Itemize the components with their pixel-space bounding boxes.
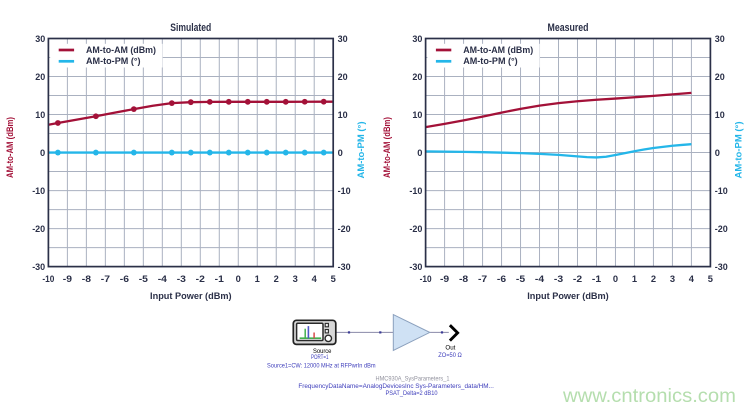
svg-text:-7: -7 — [478, 274, 487, 285]
svg-text:-30: -30 — [338, 262, 351, 273]
svg-text:Source: Source — [313, 348, 332, 355]
svg-text:-10: -10 — [715, 186, 728, 197]
svg-text:-7: -7 — [101, 274, 110, 285]
svg-text:Measured: Measured — [548, 22, 589, 34]
svg-text:-8: -8 — [82, 274, 92, 285]
svg-text:30: 30 — [338, 34, 348, 45]
svg-text:20: 20 — [35, 72, 45, 83]
svg-text:-2: -2 — [196, 274, 205, 285]
svg-text:5: 5 — [331, 274, 337, 285]
svg-text:30: 30 — [715, 34, 725, 45]
svg-text:10: 10 — [338, 110, 348, 121]
svg-text:-3: -3 — [554, 274, 563, 285]
svg-text:0: 0 — [715, 148, 720, 159]
svg-text:3: 3 — [670, 274, 675, 285]
svg-text:Input Power (dBm): Input Power (dBm) — [150, 291, 232, 302]
svg-text:1: 1 — [255, 274, 261, 285]
svg-text:-4: -4 — [158, 274, 168, 285]
svg-text:4: 4 — [312, 274, 318, 285]
svg-text:PORT=1: PORT=1 — [311, 354, 329, 361]
svg-text:-1: -1 — [215, 274, 225, 285]
svg-text:-4: -4 — [535, 274, 545, 285]
svg-text:AM-to-PM (°): AM-to-PM (°) — [463, 56, 518, 67]
svg-text:-5: -5 — [139, 274, 149, 285]
svg-text:AM-to-AM (dBm): AM-to-AM (dBm) — [463, 45, 533, 56]
svg-text:-20: -20 — [32, 224, 45, 235]
svg-text:AM-to-AM (dBm): AM-to-AM (dBm) — [86, 45, 156, 56]
svg-text:-9: -9 — [440, 274, 449, 285]
svg-text:4: 4 — [689, 274, 695, 285]
svg-text:AM-to-PM (°): AM-to-PM (°) — [86, 56, 141, 67]
svg-text:AM-to-PM (°): AM-to-PM (°) — [733, 122, 744, 179]
svg-text:-8: -8 — [459, 274, 469, 285]
svg-text:2: 2 — [651, 274, 656, 285]
svg-text:30: 30 — [412, 34, 422, 45]
svg-text:20: 20 — [412, 72, 422, 83]
svg-text:-1: -1 — [592, 274, 602, 285]
svg-text:-10: -10 — [42, 274, 54, 285]
svg-text:10: 10 — [412, 110, 422, 121]
svg-text:FrequencyDataName=AnalogDevice: FrequencyDataName=AnalogDevicesInc Sys-P… — [298, 383, 494, 390]
svg-text:-10: -10 — [32, 186, 45, 197]
svg-text:2: 2 — [274, 274, 279, 285]
svg-text:1: 1 — [632, 274, 638, 285]
svg-text:20: 20 — [715, 72, 725, 83]
svg-text:5: 5 — [708, 274, 714, 285]
svg-text:-9: -9 — [63, 274, 72, 285]
svg-text:AM-to-PM (°): AM-to-PM (°) — [356, 122, 367, 179]
svg-text:0: 0 — [417, 148, 422, 159]
svg-text:-20: -20 — [338, 224, 351, 235]
svg-text:-10: -10 — [409, 186, 422, 197]
svg-text:-5: -5 — [516, 274, 526, 285]
svg-text:0: 0 — [338, 148, 343, 159]
svg-text:-10: -10 — [420, 274, 432, 285]
svg-text:0: 0 — [40, 148, 45, 159]
svg-text:-6: -6 — [497, 274, 506, 285]
svg-text:-30: -30 — [32, 262, 45, 273]
svg-text:www.cntronics.com: www.cntronics.com — [562, 385, 736, 407]
svg-text:20: 20 — [338, 72, 348, 83]
svg-text:10: 10 — [35, 110, 45, 121]
svg-text:-30: -30 — [409, 262, 422, 273]
svg-text:Input Power (dBm): Input Power (dBm) — [527, 291, 609, 302]
svg-text:Source1=CW: 12000 MHz at RFPwr: Source1=CW: 12000 MHz at RFPwrIn dBm — [267, 362, 376, 369]
svg-text:-10: -10 — [338, 186, 351, 197]
svg-text:-20: -20 — [409, 224, 422, 235]
svg-text:-2: -2 — [573, 274, 582, 285]
svg-text:HMC930A_SysParameters_1: HMC930A_SysParameters_1 — [376, 375, 450, 382]
svg-text:-20: -20 — [715, 224, 728, 235]
svg-text:-30: -30 — [715, 262, 728, 273]
svg-text:0: 0 — [236, 274, 241, 285]
svg-text:-6: -6 — [120, 274, 129, 285]
svg-text:PSAT_Delta=2 dB10: PSAT_Delta=2 dB10 — [386, 390, 439, 397]
svg-text:0: 0 — [613, 274, 618, 285]
svg-text:ZO=50 Ω: ZO=50 Ω — [438, 352, 462, 359]
svg-text:10: 10 — [715, 110, 725, 121]
svg-text:Out: Out — [445, 345, 455, 352]
svg-text:AM-to-AM (dBm): AM-to-AM (dBm) — [5, 117, 16, 178]
svg-text:Simulated: Simulated — [170, 22, 211, 34]
svg-text:AM-to-AM (dBm): AM-to-AM (dBm) — [382, 117, 393, 178]
svg-text:3: 3 — [293, 274, 298, 285]
svg-text:30: 30 — [35, 34, 45, 45]
svg-text:-3: -3 — [177, 274, 186, 285]
